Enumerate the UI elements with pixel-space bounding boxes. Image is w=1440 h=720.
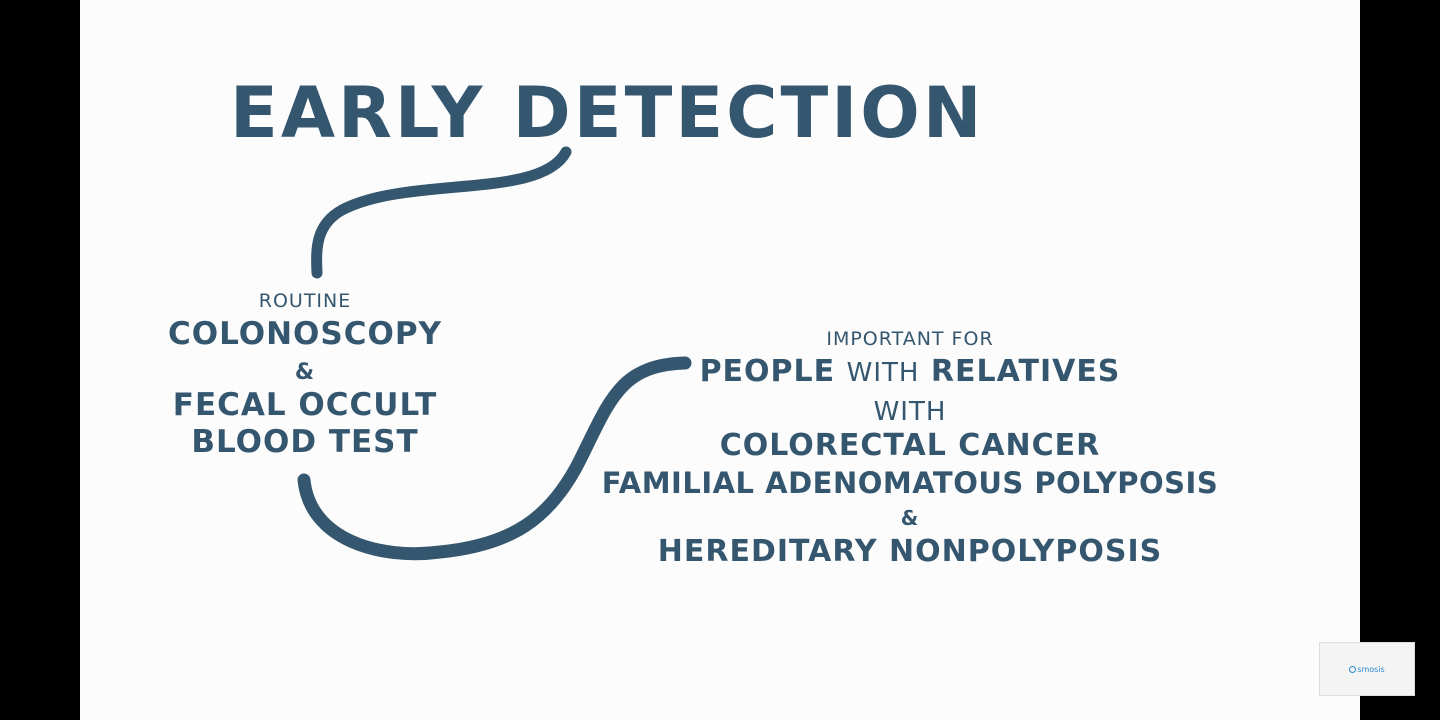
left-to-right-connector [297, 356, 692, 561]
hereditary-nonpolyposis-label: HEREDITARY NONPOLYPOSIS [657, 534, 1163, 569]
left-ampersand: & [294, 360, 316, 385]
people-word: PEOPLE [699, 354, 836, 389]
familial-polyposis-label: FAMILIAL ADENOMATOUS POLYPOSIS [601, 466, 1219, 500]
colorectal-cancer-label: COLORECTAL CANCER [719, 428, 1101, 463]
logo-text: smosis [1357, 664, 1385, 674]
important-for-label: IMPORTANT FOR [826, 328, 994, 350]
logo-ring-icon [1349, 665, 1357, 673]
with-inline-word: WITH [846, 358, 920, 388]
right-ampersand: & [900, 506, 920, 530]
with-label: WITH [873, 397, 947, 427]
slide-title: EARLY DETECTION [230, 72, 985, 154]
watermark-logo: smosis [1319, 642, 1415, 696]
connector-lines [297, 146, 692, 561]
people-with-relatives-line: PEOPLE WITH RELATIVES [680, 354, 1140, 389]
video-frame: EARLY DETECTION ROUTINE COLONOSCOPY & FE… [80, 0, 1360, 720]
colonoscopy-label: COLONOSCOPY [167, 316, 442, 352]
routine-label: ROUTINE [258, 290, 352, 312]
fecal-occult-label: FECAL OCCULT [172, 387, 438, 423]
relatives-word: RELATIVES [930, 354, 1121, 389]
title-to-left-connector [311, 146, 572, 279]
blood-test-label: BLOOD TEST [191, 424, 419, 460]
